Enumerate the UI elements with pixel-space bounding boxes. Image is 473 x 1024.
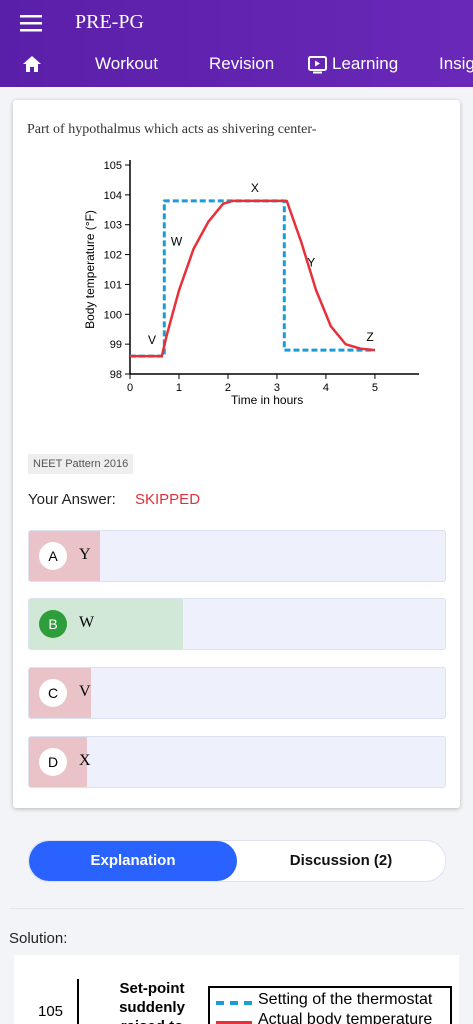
- option-letter: B: [39, 610, 67, 638]
- solution-label: Solution:: [9, 930, 68, 947]
- x-tick-label: 1: [176, 382, 182, 394]
- question-figure: 98 99 100 101 102 103 104 105 0 1 2 3 4 5 Time in hour…: [83, 160, 419, 407]
- y-tick-label: 99: [110, 339, 122, 351]
- option[interactable]: C V: [28, 667, 446, 719]
- option[interactable]: B W: [28, 598, 446, 650]
- annotation: V: [148, 333, 156, 347]
- tab[interactable]: Insights: [439, 54, 473, 73]
- legend-swatch: [216, 1001, 252, 1005]
- x-tick-label: 3: [274, 382, 280, 394]
- y-axis-label: Body temperature (°F): [83, 210, 97, 329]
- option-text: V: [79, 683, 91, 700]
- tab-explanation[interactable]: Explanation: [29, 841, 237, 881]
- y-tick-label: 98: [110, 369, 122, 381]
- x-tick-label: 2: [225, 382, 231, 394]
- x-tick-label: 4: [323, 382, 329, 394]
- option-text: Y: [79, 546, 91, 563]
- learning-icon: [308, 56, 327, 74]
- option-letter: D: [39, 748, 67, 776]
- annotation: X: [251, 181, 259, 195]
- tag: NEET Pattern 2016: [28, 454, 134, 474]
- y-tick-label: 104: [104, 190, 122, 202]
- answer-label: Your Answer:: [28, 491, 116, 508]
- annotation: W: [171, 235, 183, 249]
- legend-swatch: [216, 1021, 252, 1024]
- annotation: Y: [307, 256, 315, 270]
- axis: [77, 979, 79, 1024]
- legend: Setting of the thermostat Actual body te…: [208, 986, 452, 1024]
- option[interactable]: A Y: [28, 530, 446, 582]
- home-icon[interactable]: [22, 55, 42, 73]
- menu-icon[interactable]: [20, 13, 44, 33]
- solution-figure: 105 Set-point suddenly raised to Setting…: [14, 955, 459, 1024]
- header: PRE-PG Workout Revision Learning Insight…: [0, 0, 473, 87]
- annotation: Z: [366, 330, 373, 344]
- option-text: W: [79, 614, 95, 631]
- y-tick-label: 103: [104, 220, 122, 232]
- tab[interactable]: Learning: [332, 54, 399, 73]
- question-card: Part of hypothalmus which acts as shiver…: [13, 100, 460, 808]
- option-text: X: [79, 752, 91, 769]
- app-title: PRE-PG: [75, 11, 144, 33]
- y-tick-label: 105: [104, 160, 122, 172]
- legend-item: Actual body temperature: [258, 1011, 433, 1024]
- x-tick-label: 0: [127, 382, 133, 394]
- option[interactable]: D X: [28, 736, 446, 788]
- x-tick-label: 5: [372, 382, 378, 394]
- legend-item: Setting of the thermostat: [258, 991, 433, 1008]
- tab[interactable]: Revision: [209, 54, 275, 73]
- x-axis-label: Time in hours: [231, 393, 303, 407]
- y-tick-label: 101: [104, 279, 122, 291]
- divider: [9, 908, 464, 909]
- option-letter: C: [39, 679, 67, 707]
- line: [130, 199, 376, 358]
- note: Set-point suddenly raised to: [119, 980, 185, 1024]
- option-letter: A: [39, 542, 67, 570]
- tab-switch: Explanation Discussion (2): [28, 840, 446, 882]
- tab-discussion[interactable]: Discussion (2): [289, 852, 393, 869]
- tab[interactable]: Workout: [95, 54, 158, 73]
- y-tick-label: 100: [104, 309, 122, 321]
- question-text: Part of hypothalmus which acts as shiver…: [27, 122, 317, 137]
- answer-status: SKIPPED: [135, 491, 201, 508]
- y-tick-label: 102: [104, 250, 122, 262]
- tick-label: 105: [38, 1003, 64, 1020]
